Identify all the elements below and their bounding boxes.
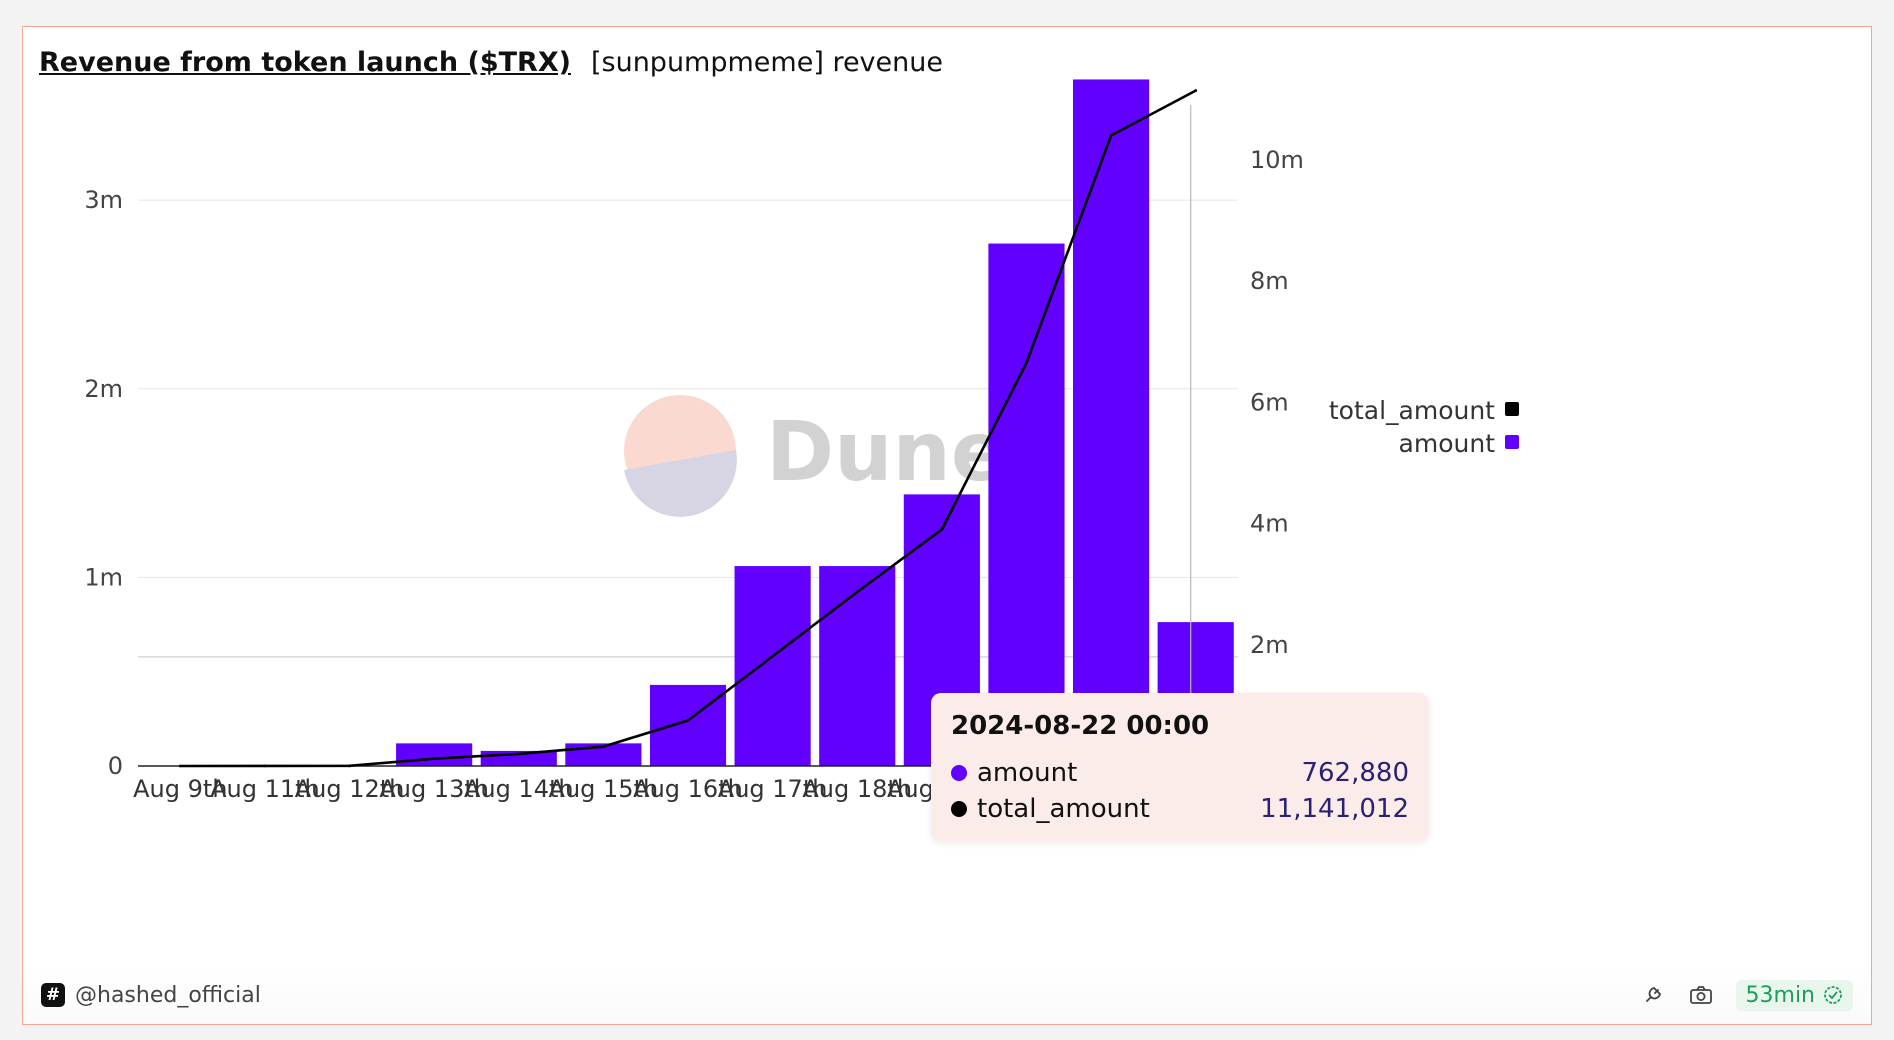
point-total_amount bbox=[263, 764, 267, 768]
y-left-tick-label: 3m bbox=[84, 186, 123, 214]
chart-header: Revenue from token launch ($TRX) [sunpum… bbox=[39, 47, 943, 78]
bar-amount bbox=[649, 684, 727, 766]
tooltip-value: 11,141,012 bbox=[1260, 794, 1409, 824]
y-right-tick-label: 6m bbox=[1250, 388, 1289, 416]
bar-amount bbox=[819, 566, 896, 766]
point-total_amount bbox=[348, 764, 351, 768]
check-circle-icon bbox=[1824, 986, 1842, 1004]
point-total_amount bbox=[771, 654, 775, 658]
freshness-label: 53min bbox=[1745, 982, 1815, 1008]
dune-logo-shade bbox=[624, 450, 737, 517]
camera-icon[interactable] bbox=[1688, 982, 1714, 1008]
point-total_amount bbox=[686, 719, 690, 722]
y-right-tick-label: 8m bbox=[1250, 267, 1289, 295]
legend-swatch bbox=[1505, 435, 1519, 449]
tooltip-label: total_amount bbox=[977, 794, 1150, 824]
chart-tooltip: 2024-08-22 00:00 amount 762,880 total_am… bbox=[931, 693, 1429, 841]
x-tick-label: Aug 17th bbox=[718, 775, 828, 803]
x-tick-label: Aug 16th bbox=[633, 775, 743, 803]
bar-amount bbox=[396, 743, 473, 766]
y-right-tick-label: 2m bbox=[1250, 631, 1289, 659]
legend-label: total_amount bbox=[1329, 396, 1495, 425]
point-total_amount bbox=[940, 528, 944, 531]
legend-label: amount bbox=[1399, 429, 1496, 458]
x-tick-label: Aug 13th bbox=[379, 775, 489, 803]
bar-amount bbox=[988, 243, 1065, 766]
x-tick-label: Aug 18th bbox=[802, 775, 912, 803]
query-title-link[interactable]: Revenue from token launch ($TRX) bbox=[39, 47, 571, 78]
point-total_amount bbox=[517, 752, 521, 756]
point-total_amount bbox=[432, 757, 436, 761]
bar-amount bbox=[734, 566, 811, 766]
tooltip-title: 2024-08-22 00:00 bbox=[951, 711, 1210, 741]
tooltip-dot-total-amount bbox=[951, 801, 967, 817]
bar-amount bbox=[1073, 79, 1150, 766]
chart-card: Revenue from token launch ($TRX) [sunpum… bbox=[22, 26, 1872, 1025]
tooltip-dot-amount bbox=[951, 765, 967, 781]
card-footer: # @hashed_official 53min bbox=[23, 966, 1871, 1024]
point-total_amount bbox=[855, 590, 859, 594]
x-tick-label: Aug 15th bbox=[549, 775, 659, 803]
author-info[interactable]: # @hashed_official bbox=[41, 983, 261, 1008]
freshness-badge[interactable]: 53min bbox=[1735, 979, 1853, 1011]
legend-swatch bbox=[1505, 402, 1519, 416]
x-tick-label: Aug 11th bbox=[210, 775, 320, 803]
author-name[interactable]: @hashed_official bbox=[75, 982, 261, 1008]
visualization-title: [sunpumpmeme] revenue bbox=[590, 47, 943, 78]
tooltip-value: 762,880 bbox=[1301, 758, 1409, 788]
y-right-tick-label: 4m bbox=[1250, 510, 1289, 538]
x-tick-label: Aug 14th bbox=[464, 775, 574, 803]
x-tick-label: Aug 9th bbox=[133, 775, 227, 803]
y-right-tick-label: 10m bbox=[1250, 146, 1304, 174]
footer-actions: 53min bbox=[1640, 979, 1853, 1011]
point-total_amount bbox=[601, 745, 605, 748]
point-total_amount bbox=[1109, 134, 1113, 137]
y-left-tick-label: 2m bbox=[84, 375, 123, 403]
tooltip-row-total-amount: total_amount 11,141,012 bbox=[951, 791, 1409, 827]
point-total_amount bbox=[178, 764, 182, 768]
point-total_amount bbox=[1194, 89, 1198, 92]
dune-watermark: Dune bbox=[766, 405, 1006, 500]
hash-icon: # bbox=[41, 983, 65, 1007]
tooltip-row-amount: amount 762,880 bbox=[951, 755, 1409, 791]
y-left-tick-label: 1m bbox=[84, 563, 123, 591]
point-total_amount bbox=[1025, 361, 1028, 365]
x-tick-label: Aug 12th bbox=[295, 775, 405, 803]
y-left-tick-label: 0 bbox=[108, 752, 123, 780]
tooltip-label: amount bbox=[977, 758, 1078, 788]
refresh-icon[interactable] bbox=[1640, 982, 1666, 1008]
